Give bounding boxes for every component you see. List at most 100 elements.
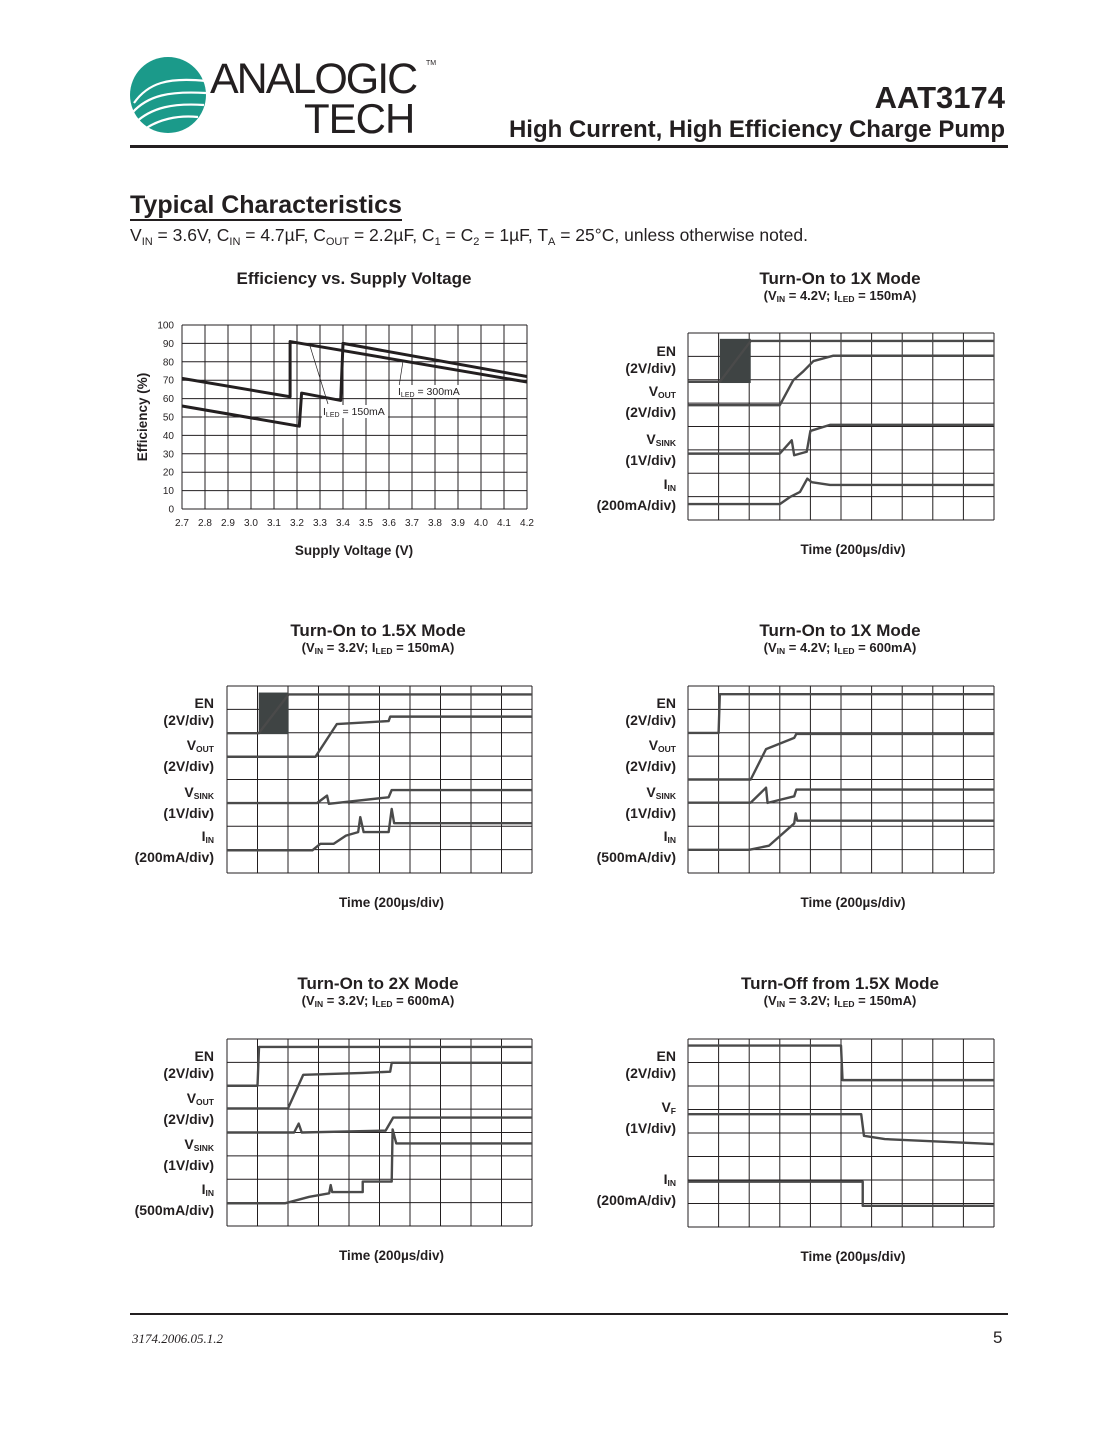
oscilloscope-plot <box>226 1038 533 1227</box>
channel-name: VSINK <box>94 1136 214 1157</box>
channel-scale: (200mA/div) <box>596 1192 676 1208</box>
channel-label: EN (2V/div) <box>556 695 676 729</box>
x-tick-label: 2.9 <box>221 518 235 529</box>
text-segment: = 4.2V; I <box>785 640 838 655</box>
channel-scale: (2V/div) <box>163 758 214 774</box>
channel-symbol: I <box>663 1171 668 1187</box>
subscript: OUT <box>325 236 350 248</box>
trace-iin <box>688 812 994 852</box>
channel-label: VSINK (1V/div) <box>556 431 676 469</box>
trace-vf <box>688 1112 995 1146</box>
channel-scale: (2V/div) <box>625 404 676 420</box>
trace-en <box>227 1045 532 1087</box>
y-tick-label: 60 <box>163 394 175 405</box>
channel-subscript: IN <box>205 835 215 845</box>
channel-symbol: EN <box>194 695 214 711</box>
trace-en <box>688 1044 994 1082</box>
channel-name: EN <box>94 1048 214 1065</box>
channel-label: VOUT (2V/div) <box>556 737 676 775</box>
text-segment: = 4.2V; I <box>785 288 838 303</box>
y-tick-label: 20 <box>163 468 175 479</box>
text-segment: V <box>130 225 142 245</box>
channel-symbol: EN <box>656 343 676 359</box>
text-segment: = 3.2V; I <box>323 640 376 655</box>
channel-scale: (2V/div) <box>163 1065 214 1081</box>
channel-scale: (200mA/div) <box>596 497 676 513</box>
trace-vsink <box>688 786 994 805</box>
y-tick-label: 10 <box>163 486 175 497</box>
subscript: IN <box>776 999 786 1009</box>
trace-iin <box>688 477 994 506</box>
channel-scale: (1V/div) <box>625 1120 676 1136</box>
channel-symbol: EN <box>194 1048 214 1064</box>
y-tick-label: 30 <box>163 449 175 460</box>
oscilloscope-plot <box>687 332 995 521</box>
chart-title: Turn-On to 1X Mode <box>759 621 921 640</box>
channel-label: IIN (500mA/div) <box>556 828 676 866</box>
series-annotation: ILED = 300mA <box>398 386 460 399</box>
x-tick-label: 3.4 <box>336 518 350 529</box>
document-subtitle: High Current, High Efficiency Charge Pum… <box>508 116 1005 143</box>
text-segment: (V <box>763 993 777 1008</box>
y-tick-label: 90 <box>163 339 175 350</box>
channel-label: EN (2V/div) <box>94 695 214 729</box>
chart-title: Turn-On to 2X Mode <box>297 974 459 993</box>
subscript: LED <box>837 646 855 656</box>
channel-name: IIN <box>556 476 676 497</box>
channel-subscript: SINK <box>193 1143 214 1153</box>
subscript: LED <box>837 294 855 304</box>
text-segment: = 25°C, unless otherwise noted. <box>555 225 808 245</box>
channel-scale: (2V/div) <box>163 712 214 728</box>
channel-label: VSINK (1V/div) <box>94 1136 214 1174</box>
channel-symbol: V <box>648 737 659 753</box>
trace-vsink <box>227 788 532 806</box>
channel-symbol: V <box>648 383 659 399</box>
channel-symbol: V <box>646 784 656 800</box>
text-segment: = 2.2µF, C <box>349 225 435 245</box>
trace-en <box>227 693 532 735</box>
series-annotation: ILED = 150mA <box>323 406 385 419</box>
x-tick-label: 3.5 <box>359 518 373 529</box>
trace-vout <box>227 1061 532 1110</box>
channel-scale: (500mA/div) <box>134 1202 214 1218</box>
channel-name: IIN <box>94 828 214 849</box>
channel-name: VSINK <box>94 784 214 805</box>
subscript: 2 <box>473 236 480 248</box>
channel-scale: (1V/div) <box>625 452 676 468</box>
chart-subtitle: (VIN = 3.2V; ILED = 150mA) <box>178 640 578 656</box>
trace-iin <box>688 1180 994 1208</box>
text-segment: = 600mA) <box>392 993 455 1008</box>
channel-scale: (2V/div) <box>625 360 676 376</box>
x-axis-label: Supply Voltage (V) <box>294 543 414 558</box>
x-axis-label: Time (200µs/div) <box>338 1248 445 1263</box>
subscript: LED <box>375 646 393 656</box>
y-axis-label: Efficiency (%) <box>135 373 150 462</box>
x-tick-label: 3.6 <box>382 518 396 529</box>
channel-label: VF (1V/div) <box>556 1099 676 1137</box>
x-tick-label: 2.8 <box>198 518 212 529</box>
x-tick-label: 3.2 <box>290 518 304 529</box>
channel-label: EN (2V/div) <box>94 1048 214 1082</box>
annotation-leader <box>309 345 329 405</box>
part-number: AAT3174 <box>874 80 1005 115</box>
trace-iin <box>227 1128 532 1205</box>
channel-scale: (200mA/div) <box>134 849 214 865</box>
x-tick-label: 3.7 <box>405 518 419 529</box>
channel-label: VSINK (1V/div) <box>94 784 214 822</box>
channel-label: VOUT (2V/div) <box>94 737 214 775</box>
x-tick-label: 3.1 <box>267 518 281 529</box>
channel-name: VOUT <box>94 1090 214 1111</box>
subscript: LED <box>375 999 393 1009</box>
channel-symbol: EN <box>656 1048 676 1064</box>
chart-title: Turn-Off from 1.5X Mode <box>740 974 939 993</box>
channel-scale: (2V/div) <box>625 1065 676 1081</box>
channel-label: EN (2V/div) <box>556 343 676 377</box>
y-tick-label: 100 <box>157 321 174 332</box>
channel-symbol: V <box>646 431 656 447</box>
x-tick-label: 4.1 <box>497 518 511 529</box>
text-segment: = 150mA) <box>392 640 455 655</box>
channel-subscript: IN <box>205 1188 215 1198</box>
channel-symbol: I <box>663 828 668 844</box>
channel-symbol: I <box>201 1181 206 1197</box>
trace-en <box>688 339 994 384</box>
